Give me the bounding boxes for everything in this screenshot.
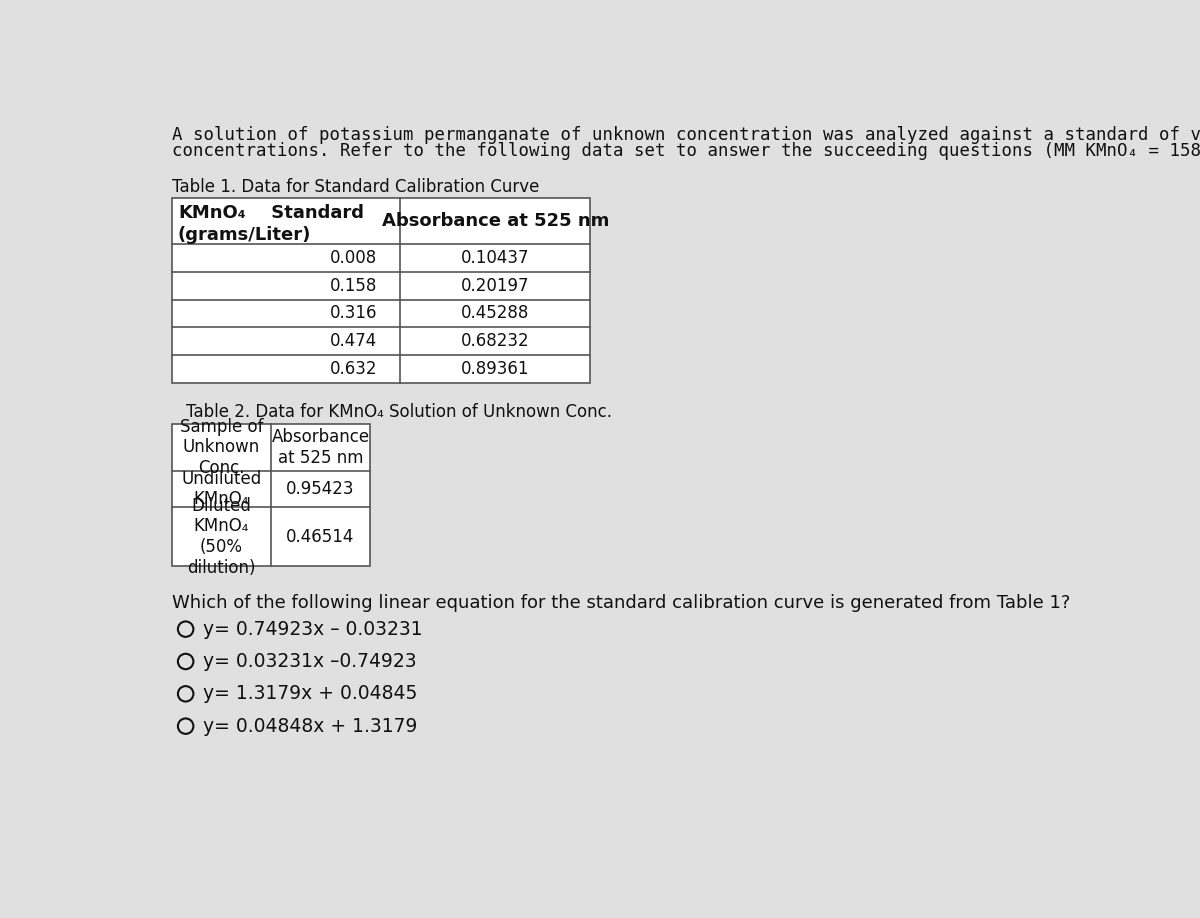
Text: Standard: Standard — [240, 204, 364, 222]
Text: 0.20197: 0.20197 — [461, 276, 529, 295]
Text: 0.316: 0.316 — [330, 305, 377, 322]
Text: 0.632: 0.632 — [330, 360, 377, 378]
Text: 0.95423: 0.95423 — [287, 480, 355, 498]
Text: (grams/Liter): (grams/Liter) — [178, 226, 311, 243]
Text: A solution of potassium permanganate of unknown concentration was analyzed again: A solution of potassium permanganate of … — [172, 126, 1200, 143]
Text: 0.008: 0.008 — [330, 249, 377, 267]
Text: Which of the following linear equation for the standard calibration curve is gen: Which of the following linear equation f… — [172, 594, 1070, 611]
Text: Diluted
KMnO₄
(50%
dilution): Diluted KMnO₄ (50% dilution) — [187, 497, 256, 577]
Text: 0.68232: 0.68232 — [461, 332, 529, 350]
Text: Absorbance
at 525 nm: Absorbance at 525 nm — [271, 428, 370, 467]
Text: y= 0.74923x – 0.03231: y= 0.74923x – 0.03231 — [203, 620, 422, 639]
Text: 0.10437: 0.10437 — [461, 249, 529, 267]
Text: 0.45288: 0.45288 — [461, 305, 529, 322]
Text: Sample of
Unknown
Conc.: Sample of Unknown Conc. — [180, 418, 263, 477]
Text: Table 2. Data for KMnO₄ Solution of Unknown Conc.: Table 2. Data for KMnO₄ Solution of Unkn… — [186, 403, 612, 420]
Text: 0.158: 0.158 — [330, 276, 377, 295]
Text: Absorbance at 525 nm: Absorbance at 525 nm — [382, 212, 608, 230]
Text: Undiluted
KMnO₄: Undiluted KMnO₄ — [181, 470, 262, 509]
Text: KMnO₄: KMnO₄ — [178, 204, 246, 222]
Bar — [172, 424, 370, 566]
Bar — [172, 198, 590, 383]
Text: concentrations. Refer to the following data set to answer the succeeding questio: concentrations. Refer to the following d… — [172, 142, 1200, 161]
Text: 0.46514: 0.46514 — [287, 528, 355, 545]
Text: y= 0.04848x + 1.3179: y= 0.04848x + 1.3179 — [203, 717, 418, 735]
Text: 0.474: 0.474 — [330, 332, 377, 350]
Text: y= 1.3179x + 0.04845: y= 1.3179x + 0.04845 — [203, 684, 418, 703]
Text: 0.89361: 0.89361 — [461, 360, 529, 378]
Text: y= 0.03231x –0.74923: y= 0.03231x –0.74923 — [203, 652, 416, 671]
Text: Table 1. Data for Standard Calibration Curve: Table 1. Data for Standard Calibration C… — [172, 178, 539, 196]
